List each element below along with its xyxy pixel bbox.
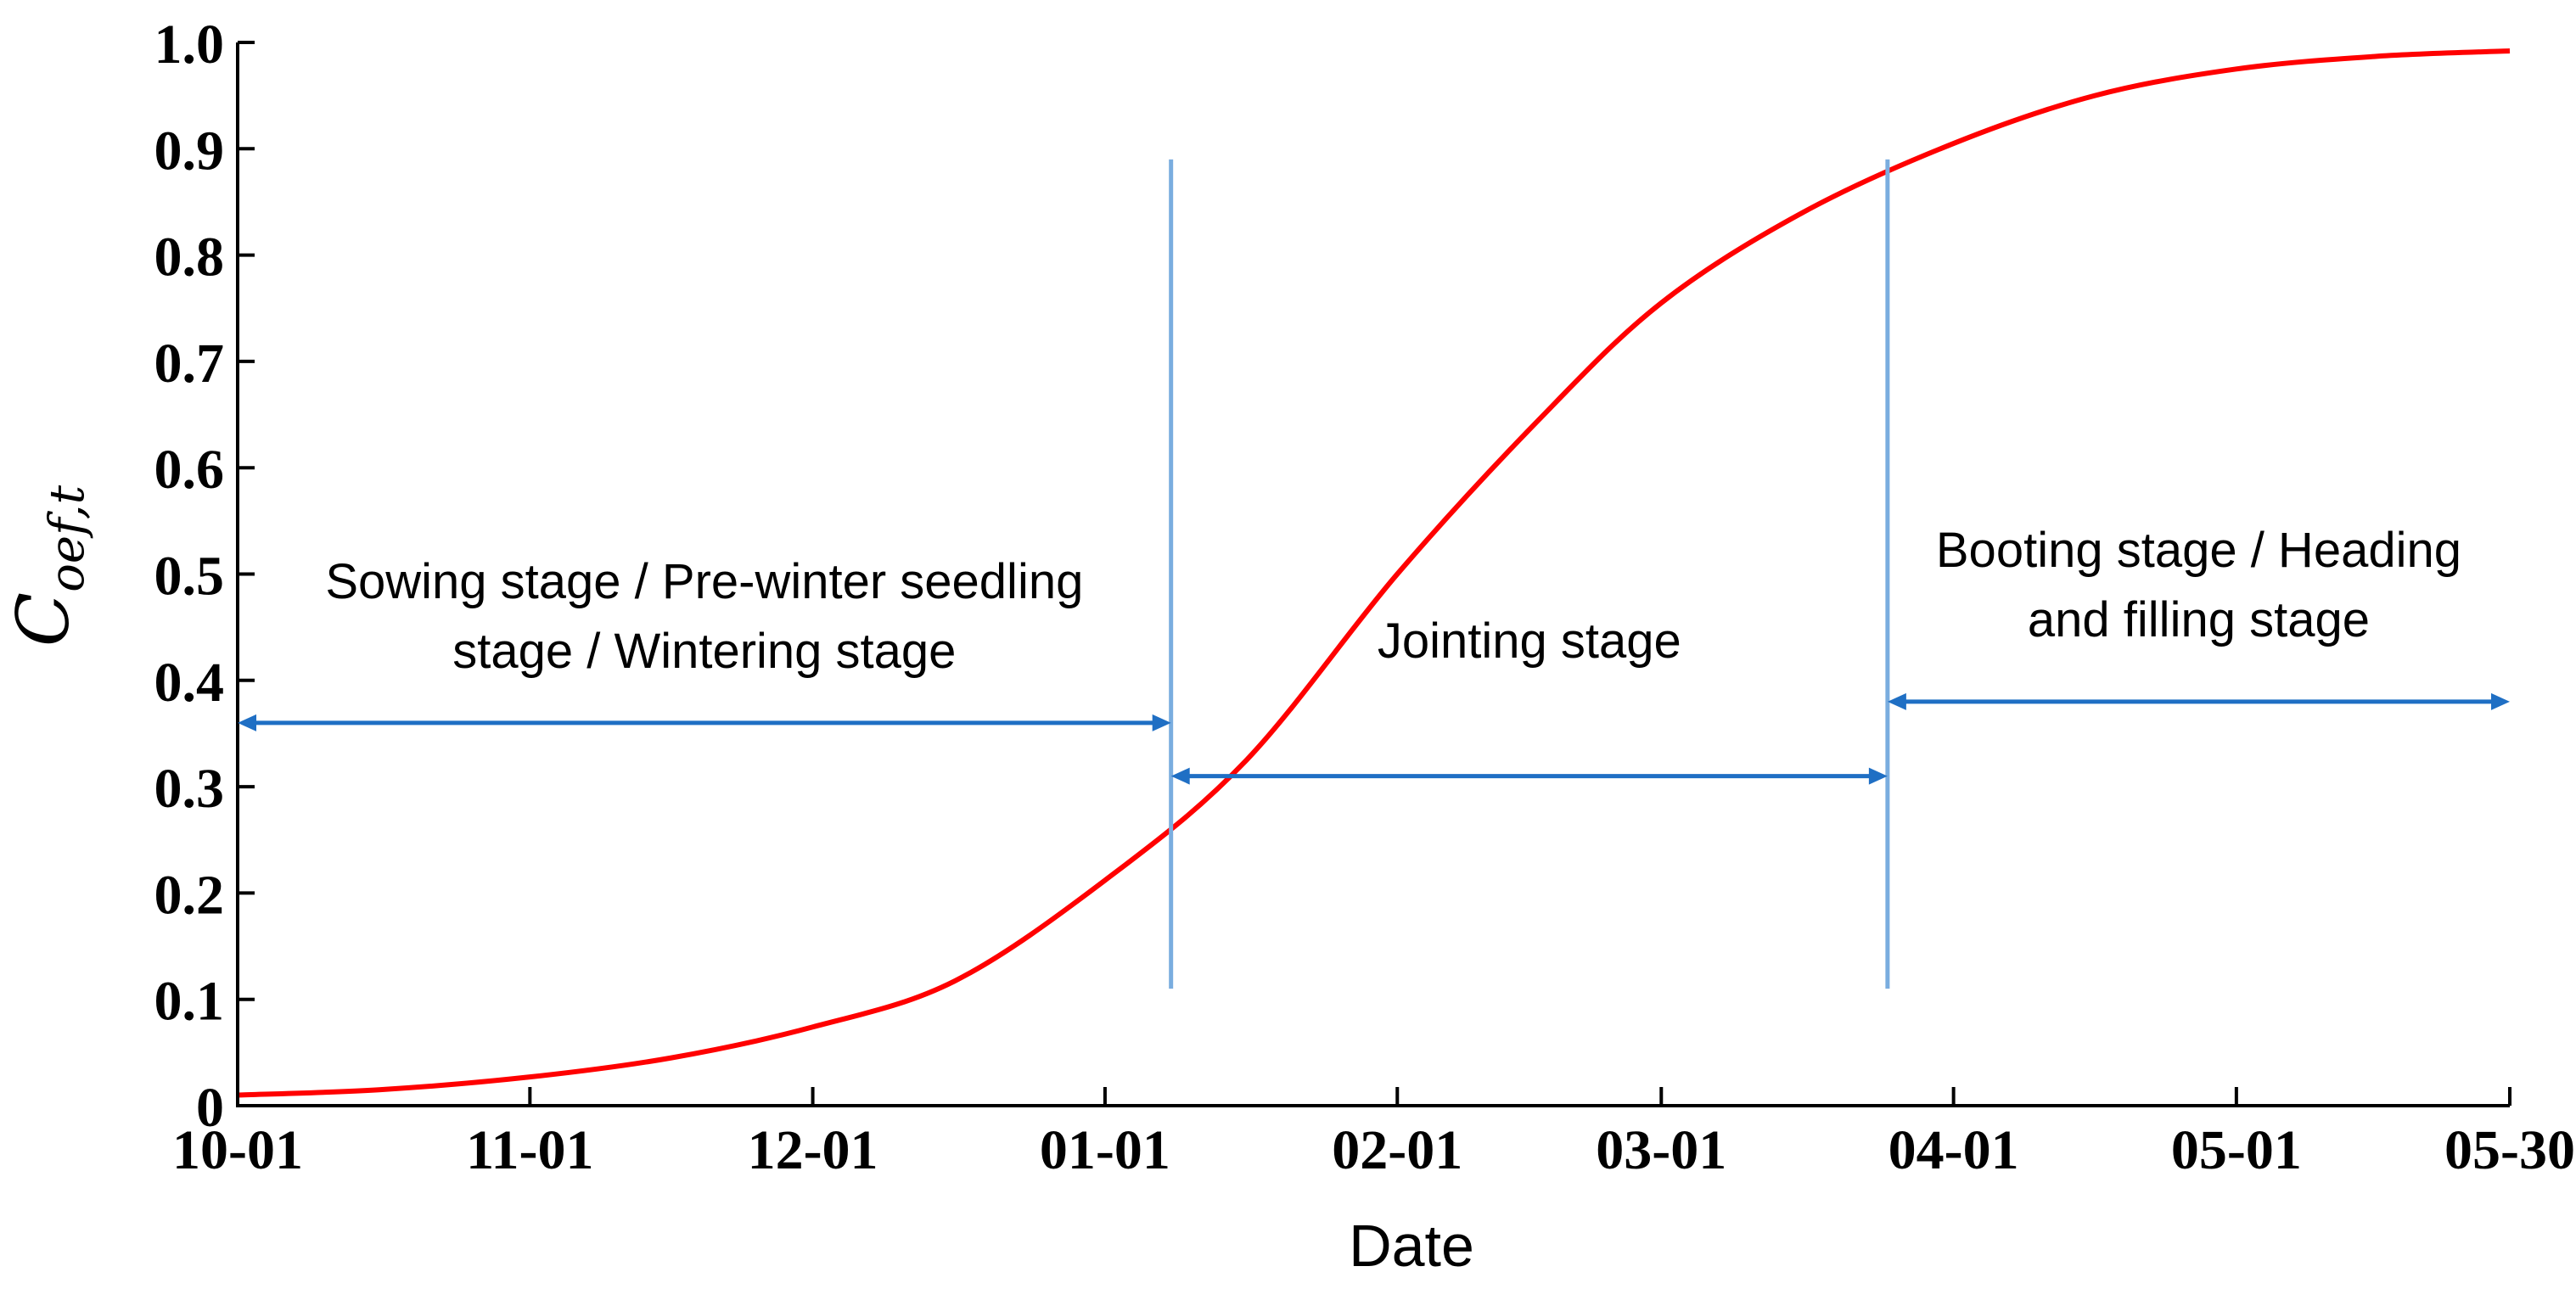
y-tick-label: 0: [196, 1077, 224, 1139]
y-tick-label: 0.4: [154, 652, 225, 714]
y-tick-label: 0.2: [154, 864, 225, 926]
stage-annotation: Jointing stage: [1170, 614, 1888, 785]
x-tick-label: 05-01: [2171, 1119, 2302, 1181]
x-tick-label: 10-01: [172, 1119, 303, 1181]
stage-label: and filling stage: [2028, 592, 2370, 647]
y-tick-label: 0.6: [154, 439, 225, 501]
series-line: [237, 48, 2511, 1098]
stage-label: Sowing stage / Pre-winter seedling: [325, 554, 1083, 609]
y-tick-label: 0.9: [154, 120, 225, 182]
stage-arrowhead-right: [1868, 767, 1888, 785]
stage-label: Jointing stage: [1378, 614, 1681, 669]
x-tick-label: 04-01: [1889, 1119, 2019, 1181]
y-axis-title: Coef,t: [2, 485, 95, 647]
stage-arrowhead-right: [1152, 714, 1171, 731]
x-tick-label: 02-01: [1332, 1119, 1462, 1181]
y-tick-label: 0.7: [154, 333, 225, 395]
stage-arrowhead-right: [2491, 692, 2510, 710]
x-tick-label: 12-01: [748, 1119, 878, 1181]
y-tick-label: 0.3: [154, 758, 225, 820]
y-axis-title-main: C: [2, 592, 85, 647]
stage-annotations: Sowing stage / Pre-winter seedling stage …: [238, 523, 2510, 785]
stage-arrowhead-left: [1887, 692, 1906, 710]
tick-marks: [236, 41, 2511, 1106]
y-axis-title-subscript: oef,t: [40, 485, 95, 591]
x-tick-label: 03-01: [1596, 1119, 1726, 1181]
y-tick-label: 1.0: [154, 14, 225, 76]
y-tick-label: 0.1: [154, 971, 225, 1033]
y-tick-label: 0.5: [154, 546, 225, 608]
stage-label: Booting stage / Heading: [1936, 523, 2461, 578]
y-tick-label: 0.8: [154, 227, 225, 289]
stage-label: stage / Wintering stage: [452, 624, 956, 679]
plot-area: [237, 48, 2511, 1098]
svg-text:Coef,t: Coef,t: [2, 485, 95, 647]
stage-arrowhead-left: [238, 714, 256, 731]
x-tick-label: 01-01: [1040, 1119, 1170, 1181]
x-tick-label: 05-30: [2444, 1119, 2575, 1181]
stage-annotation: Booting stage / Heading and filling stage: [1887, 523, 2510, 710]
y-tick-labels: 0 0.1 0.2 0.3 0.4 0.5 0.6 0.7 0.8 0.9 1.0: [154, 14, 225, 1139]
stage-arrowhead-left: [1170, 767, 1190, 785]
x-tick-labels: 10-01 11-01 12-01 01-01 02-01 03-01 04-01 05-01…: [172, 1119, 2575, 1181]
x-tick-label: 11-01: [466, 1119, 593, 1181]
x-axis-title: Date: [1349, 1213, 1474, 1279]
stage-annotation: Sowing stage / Pre-winter seedling stage …: [238, 554, 1171, 731]
